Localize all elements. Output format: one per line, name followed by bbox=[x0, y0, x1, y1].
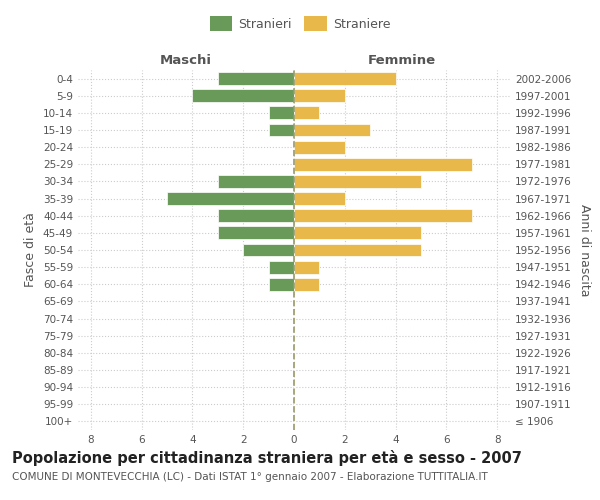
Y-axis label: Fasce di età: Fasce di età bbox=[25, 212, 37, 288]
Bar bbox=[294, 72, 395, 85]
Text: Popolazione per cittadinanza straniera per età e sesso - 2007: Popolazione per cittadinanza straniera p… bbox=[12, 450, 522, 466]
Bar bbox=[269, 124, 294, 136]
Bar bbox=[294, 192, 345, 205]
Bar bbox=[294, 175, 421, 188]
Bar bbox=[294, 226, 421, 239]
Bar bbox=[269, 106, 294, 120]
Legend: Stranieri, Straniere: Stranieri, Straniere bbox=[205, 11, 395, 36]
Text: Femmine: Femmine bbox=[368, 54, 436, 66]
Bar bbox=[218, 210, 294, 222]
Bar bbox=[294, 158, 472, 170]
Bar bbox=[294, 140, 345, 153]
Bar bbox=[167, 192, 294, 205]
Bar bbox=[294, 106, 319, 120]
Bar bbox=[269, 260, 294, 274]
Text: COMUNE DI MONTEVECCHIA (LC) - Dati ISTAT 1° gennaio 2007 - Elaborazione TUTTITAL: COMUNE DI MONTEVECCHIA (LC) - Dati ISTAT… bbox=[12, 472, 488, 482]
Bar bbox=[193, 90, 294, 102]
Bar bbox=[218, 175, 294, 188]
Text: Maschi: Maschi bbox=[160, 54, 212, 66]
Y-axis label: Anni di nascita: Anni di nascita bbox=[578, 204, 591, 296]
Bar bbox=[218, 72, 294, 85]
Bar bbox=[294, 124, 370, 136]
Bar bbox=[294, 244, 421, 256]
Bar bbox=[218, 226, 294, 239]
Bar bbox=[294, 260, 319, 274]
Bar bbox=[269, 278, 294, 290]
Bar bbox=[294, 278, 319, 290]
Bar bbox=[243, 244, 294, 256]
Bar bbox=[294, 210, 472, 222]
Bar bbox=[294, 90, 345, 102]
